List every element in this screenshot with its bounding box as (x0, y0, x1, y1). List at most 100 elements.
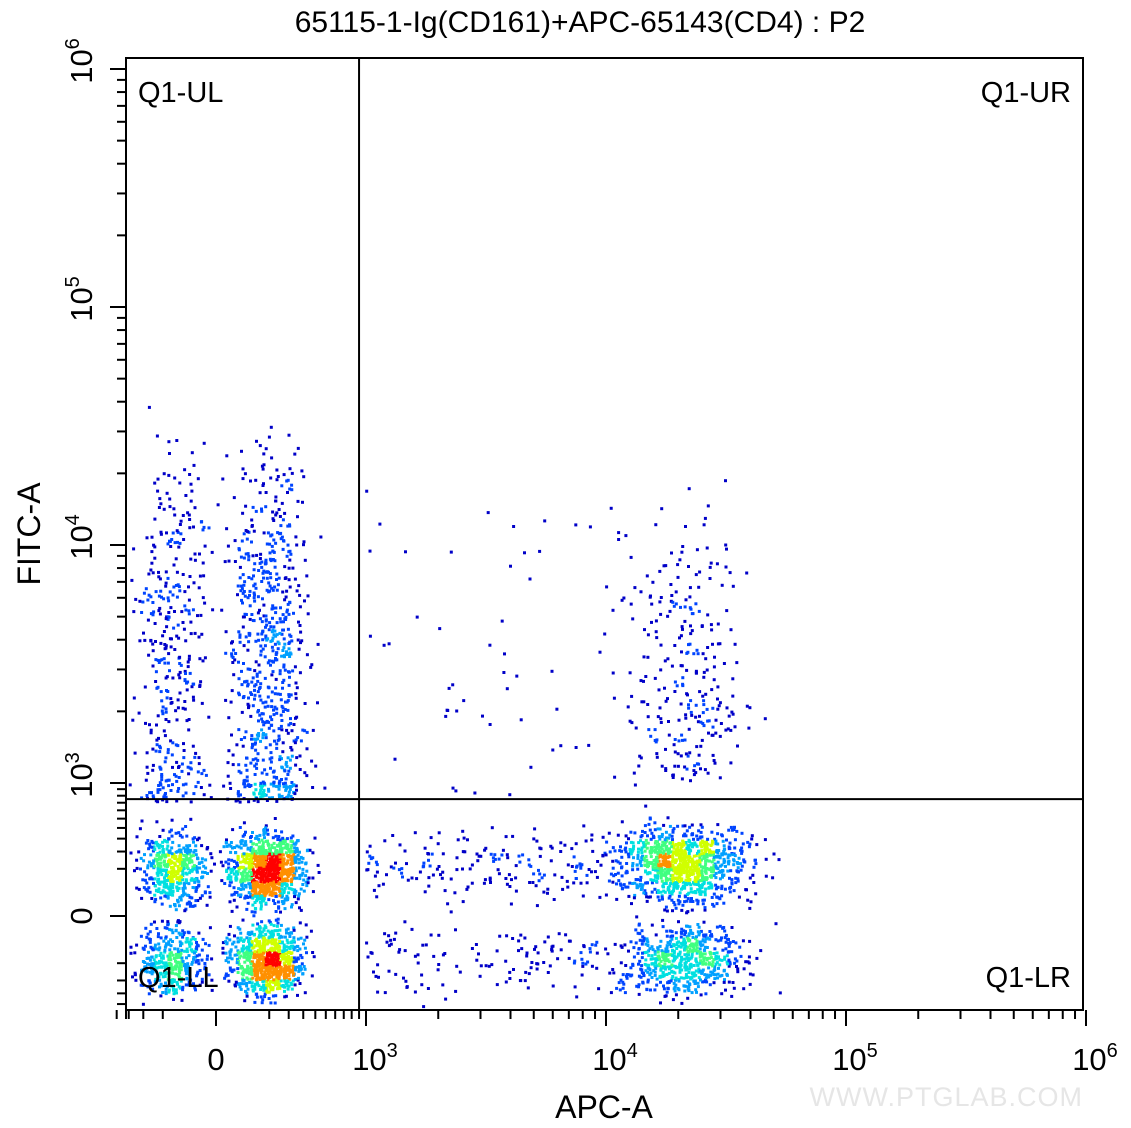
event-dot (165, 868, 168, 872)
event-dot (245, 775, 249, 779)
event-dot (139, 983, 143, 987)
event-dot (246, 648, 250, 652)
event-dot (179, 532, 183, 536)
event-dot (254, 738, 258, 742)
event-dot (261, 843, 265, 847)
event-dot (268, 951, 272, 955)
event-dot (235, 905, 239, 909)
event-dot (159, 971, 162, 975)
event-dot (688, 840, 692, 844)
event-dot (299, 855, 303, 859)
event-dot (654, 961, 658, 965)
event-dot (648, 973, 652, 977)
event-dot (257, 959, 261, 963)
event-dot (163, 661, 167, 665)
event-dot (189, 983, 193, 987)
event-dot (203, 656, 207, 660)
event-dot (197, 953, 201, 957)
event-dot (667, 960, 671, 964)
event-dot (271, 616, 274, 620)
event-dot (670, 898, 674, 902)
event-dot (740, 864, 744, 868)
event-dot (163, 734, 167, 738)
event-dot (159, 783, 163, 787)
event-dot (244, 989, 247, 993)
event-dot (151, 613, 155, 617)
event-dot (254, 639, 258, 643)
event-dot (289, 794, 293, 798)
event-dot (292, 956, 296, 960)
event-dot (695, 867, 699, 871)
event-dot (191, 608, 195, 612)
event-dot (150, 561, 154, 565)
event-dot (645, 950, 649, 954)
event-dot (280, 719, 284, 722)
event-dot (662, 889, 666, 893)
event-dot (296, 736, 300, 740)
event-dot (282, 946, 286, 950)
event-dot (641, 841, 645, 845)
event-dot (699, 929, 703, 933)
event-dot (671, 975, 675, 978)
event-dot (680, 849, 684, 853)
event-dot (236, 584, 240, 588)
event-dot (178, 933, 182, 937)
event-dot (291, 888, 295, 892)
event-dot (656, 876, 660, 880)
event-dot (242, 615, 246, 619)
event-dot (146, 618, 150, 622)
event-dot (278, 617, 282, 621)
event-dot (271, 987, 275, 990)
event-dot (241, 865, 245, 869)
event-dot (661, 897, 664, 901)
event-dot (666, 941, 670, 945)
event-dot (693, 869, 697, 873)
event-dot (258, 897, 262, 901)
event-dot (153, 622, 157, 625)
event-dot (233, 560, 237, 563)
event-dot (145, 970, 149, 974)
event-dot (284, 615, 288, 619)
event-dot (286, 524, 290, 528)
event-dot (637, 884, 641, 888)
event-dot (671, 838, 674, 842)
event-dot (187, 657, 191, 661)
event-dot (155, 434, 159, 438)
event-dot (708, 937, 712, 941)
event-dot (712, 958, 716, 962)
event-dot (276, 531, 280, 535)
event-dot (256, 611, 260, 615)
event-dot (239, 771, 243, 775)
event-dot (671, 998, 675, 1002)
event-dot (262, 951, 265, 955)
event-dot (270, 852, 274, 856)
event-dot (674, 936, 678, 940)
event-dot (261, 841, 265, 845)
event-dot (147, 847, 151, 851)
event-dot (184, 963, 188, 967)
event-dot (257, 719, 260, 723)
event-dot (187, 882, 191, 886)
event-dot (196, 899, 200, 902)
event-dot (272, 841, 276, 845)
event-dot (179, 944, 182, 948)
event-dot (159, 870, 163, 873)
event-dot (274, 971, 278, 975)
event-dot (668, 939, 672, 943)
event-dot (596, 860, 600, 863)
event-dot (735, 959, 739, 963)
event-dot (259, 901, 263, 905)
event-dot (228, 900, 232, 904)
event-dot (699, 823, 703, 827)
event-dot (279, 935, 283, 939)
event-dot (677, 979, 681, 983)
event-dot (269, 715, 272, 719)
event-dot (259, 552, 263, 556)
event-dot (158, 606, 162, 610)
event-dot (233, 846, 237, 849)
event-dot (636, 850, 640, 854)
event-dot (267, 435, 271, 439)
event-dot (712, 892, 716, 896)
event-dot (245, 956, 249, 960)
event-dot (288, 970, 292, 974)
